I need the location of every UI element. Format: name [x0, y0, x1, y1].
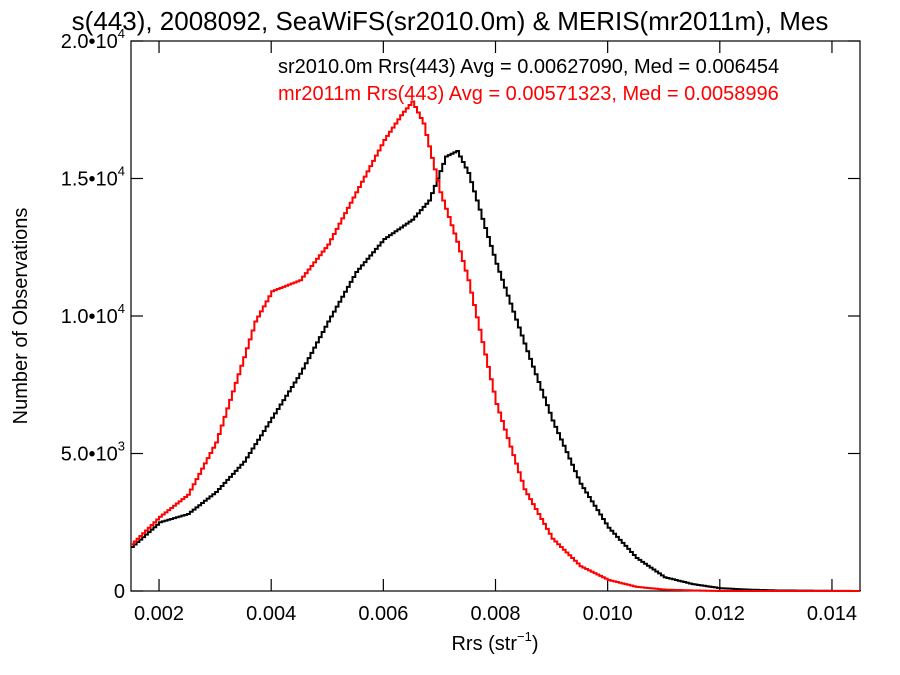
plot-frame — [130, 40, 861, 592]
x-tick-label: 0.010 — [583, 603, 633, 625]
legend-entry-sr2010: sr2010.0m Rrs(443) Avg = 0.00627090, Med… — [278, 56, 779, 78]
y-tick-label: 1.0•104 — [61, 301, 125, 328]
y-axis-label: Number of Observations — [10, 208, 32, 425]
x-tick-label: 0.006 — [358, 603, 408, 625]
x-tick-label: 0.004 — [246, 603, 296, 625]
x-axis-label-close: ) — [532, 633, 539, 655]
series-line-mr2011m — [131, 100, 860, 592]
y-tick-label: 5.0•103 — [61, 439, 125, 466]
x-tick-label: 0.002 — [134, 603, 184, 625]
y-tick-label: 0 — [114, 581, 125, 603]
x-axis-label-superscript: −1 — [517, 629, 532, 644]
series-line-sr2010.0m — [131, 150, 861, 592]
x-axis-label-text: Rrs (str — [451, 633, 517, 655]
x-axis-ticks: 0.002 0.004 0.006 0.008 0.010 0.012 0.014 — [134, 41, 857, 625]
series-layer — [131, 100, 861, 592]
y-axis-ticks: 0 5.0•103 1.0•104 1.5•104 2.0•104 — [61, 26, 860, 603]
x-tick-label: 0.014 — [807, 603, 857, 625]
x-tick-label: 0.008 — [470, 603, 520, 625]
chart-title: s(443), 2008092, SeaWiFS(sr2010.0m) & ME… — [72, 6, 829, 36]
y-tick-label: 2.0•104 — [61, 26, 125, 53]
legend-entry-mr2011m: mr2011m Rrs(443) Avg = 0.00571323, Med =… — [278, 83, 779, 105]
x-axis-label: Rrs (str−1) — [451, 629, 538, 655]
y-tick-label: 1.5•104 — [61, 164, 125, 191]
x-tick-label: 0.012 — [695, 603, 745, 625]
